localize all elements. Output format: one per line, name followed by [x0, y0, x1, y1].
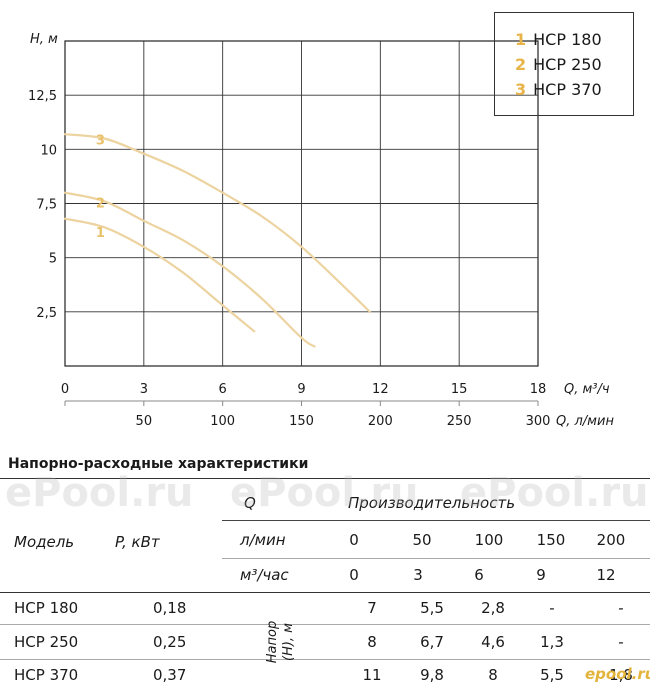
series-label-1: 1	[96, 226, 105, 241]
row-value: -	[618, 599, 624, 617]
x-tick-label: 9	[297, 382, 305, 397]
row-power: 0,37	[153, 666, 187, 684]
row-model: HCP 250	[14, 633, 79, 651]
lmin-value: 200	[596, 531, 626, 549]
m3h-value: 6	[474, 566, 484, 584]
series-line-2	[63, 191, 316, 348]
table-rule	[0, 624, 650, 625]
table-rule	[0, 592, 650, 593]
head-label: Напор (H), м	[265, 620, 296, 664]
legend-label: HCP 370	[533, 80, 602, 99]
x-tick-label: 18	[530, 382, 547, 397]
row-value: 5,5	[540, 666, 564, 684]
x2-axis-label: Q, л/мин	[556, 414, 614, 429]
row-value: 9,8	[420, 666, 444, 684]
table-rule	[222, 520, 650, 521]
m3h-value: 3	[413, 566, 423, 584]
row-value: -	[549, 599, 555, 617]
x2-tick-label: 200	[368, 414, 393, 429]
row-value: 11	[362, 666, 382, 684]
row-model: HCP 370	[14, 666, 79, 684]
legend-num: 1	[515, 30, 527, 49]
row-value: 2,8	[481, 599, 505, 617]
lmin-label: л/мин	[240, 531, 286, 549]
row-value: 5,5	[420, 599, 444, 617]
lmin-value: 0	[349, 531, 359, 549]
y-tick-label: 12,5	[28, 89, 57, 104]
row-value: 8	[367, 633, 377, 651]
table-top-rule	[0, 478, 650, 479]
table-title: Напорно-расходные характеристики	[8, 456, 309, 472]
model-header: Модель	[14, 533, 75, 551]
power-header: P, кВт	[115, 533, 160, 551]
row-value: 4,6	[481, 633, 505, 651]
legend-num: 2	[515, 55, 527, 74]
lmin-value: 150	[536, 531, 566, 549]
row-value: 8	[488, 666, 498, 684]
x-tick-label: 15	[451, 382, 468, 397]
x2-tick-label: 150	[289, 414, 314, 429]
series-line-3	[63, 133, 371, 313]
y-tick-label: 5	[49, 252, 57, 267]
row-value: 6,7	[420, 633, 444, 651]
row-power: 0,18	[153, 599, 187, 617]
row-value: -	[618, 633, 624, 651]
legend-label: HCP 250	[533, 55, 602, 74]
series-label-2: 2	[96, 197, 105, 212]
legend-item: 2 HCP 250	[515, 52, 633, 77]
series-label-3: 3	[96, 134, 105, 149]
q-label: Q	[244, 494, 256, 512]
productivity-label: Производительность	[348, 494, 516, 512]
x-tick-label: 3	[140, 382, 148, 397]
x-axis-label: Q, м³/ч	[564, 382, 610, 397]
y-axis-label: H, м	[30, 32, 58, 47]
legend: 1 HCP 180 2 HCP 250 3 HCP 370	[494, 12, 634, 116]
x2-tick-label: 50	[136, 414, 153, 429]
y-tick-label: 10	[40, 143, 57, 158]
watermark: ePool.ru	[5, 470, 194, 516]
y-tick-label: 7,5	[36, 198, 57, 213]
x2-tick-label: 100	[210, 414, 235, 429]
table-rule	[0, 659, 650, 660]
m3h-value: 0	[349, 566, 359, 584]
x-tick-label: 0	[61, 382, 69, 397]
legend-num: 3	[515, 80, 527, 99]
x-tick-label: 6	[219, 382, 227, 397]
legend-label: HCP 180	[533, 30, 602, 49]
y-tick-label: 2,5	[36, 306, 57, 321]
x-tick-label: 12	[372, 382, 389, 397]
row-value: 1,3	[540, 633, 564, 651]
row-power: 0,25	[153, 633, 187, 651]
m3h-label: м³/час	[240, 566, 289, 584]
series-line-1	[63, 217, 256, 333]
legend-item: 3 HCP 370	[515, 77, 633, 102]
m3h-value: 9	[536, 566, 546, 584]
table-rule	[222, 558, 650, 559]
lmin-value: 50	[412, 531, 432, 549]
row-model: HCP 180	[14, 599, 79, 617]
x2-tick-label: 300	[526, 414, 551, 429]
lmin-value: 100	[474, 531, 504, 549]
row-value: 1,8	[609, 666, 633, 684]
m3h-value: 12	[596, 566, 616, 584]
brand-logo: epool.ru	[585, 665, 650, 683]
legend-item: 1 HCP 180	[515, 27, 633, 52]
row-value: 7	[367, 599, 377, 617]
x2-tick-label: 250	[447, 414, 472, 429]
